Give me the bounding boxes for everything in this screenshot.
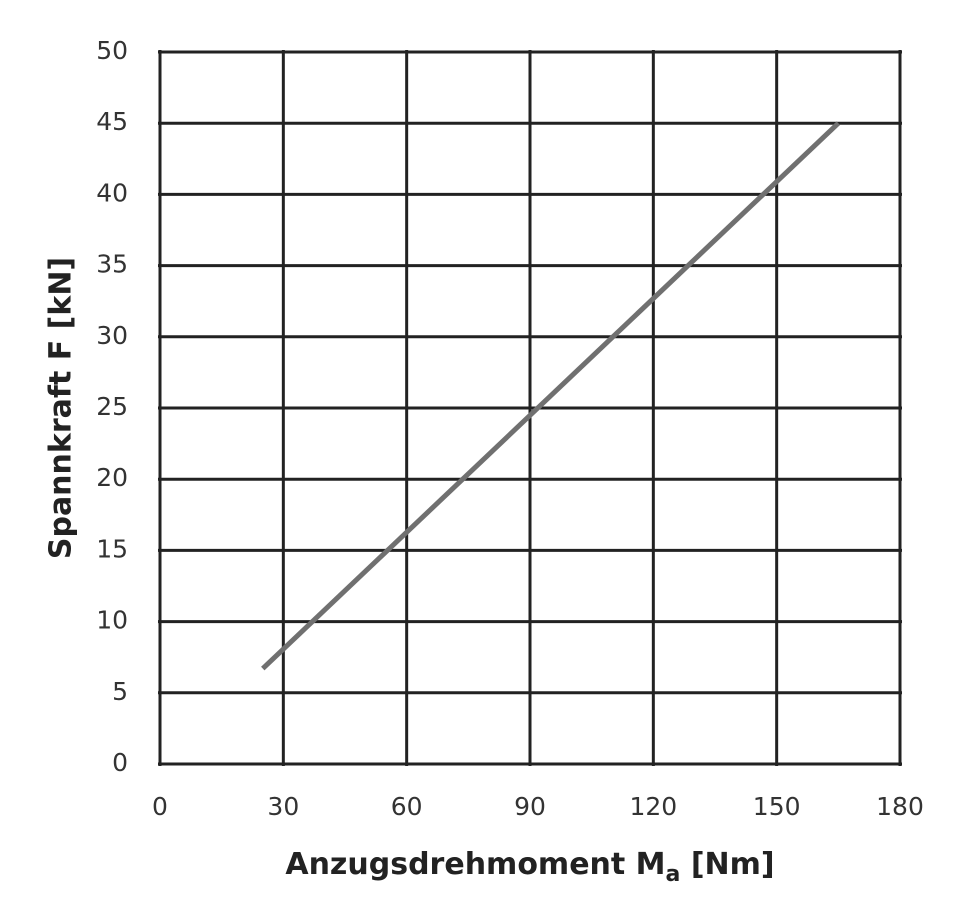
x-tick-label: 150: [753, 792, 801, 821]
x-axis-title: Anzugsdrehmoment Ma [Nm]: [285, 847, 774, 888]
y-tick-label: 50: [96, 36, 128, 65]
y-axis-title: Spannkraft F [kN]: [44, 257, 79, 559]
x-tick-label: 0: [152, 792, 168, 821]
x-tick-label: 90: [514, 792, 546, 821]
y-tick-label: 10: [96, 606, 128, 635]
x-tick-label: 60: [391, 792, 423, 821]
x-axis-title-main: Anzugsdrehmoment M: [285, 847, 665, 882]
y-tick-label: 40: [96, 178, 128, 207]
data-line: [261, 121, 841, 671]
y-tick-label: 0: [112, 748, 128, 777]
x-tick-label: 30: [267, 792, 299, 821]
y-tick-label: 20: [96, 463, 128, 492]
x-tick-label: 120: [629, 792, 677, 821]
y-tick-label: 30: [96, 321, 128, 350]
x-tick-label: 180: [876, 792, 924, 821]
y-tick-label: 45: [96, 107, 128, 136]
x-axis-title-unit: [Nm]: [680, 847, 774, 882]
y-tick-label: 5: [112, 677, 128, 706]
x-axis-title-sub: a: [666, 862, 681, 887]
y-tick-label: 15: [96, 534, 128, 563]
y-tick-label: 25: [96, 392, 128, 421]
y-tick-label: 35: [96, 250, 128, 279]
